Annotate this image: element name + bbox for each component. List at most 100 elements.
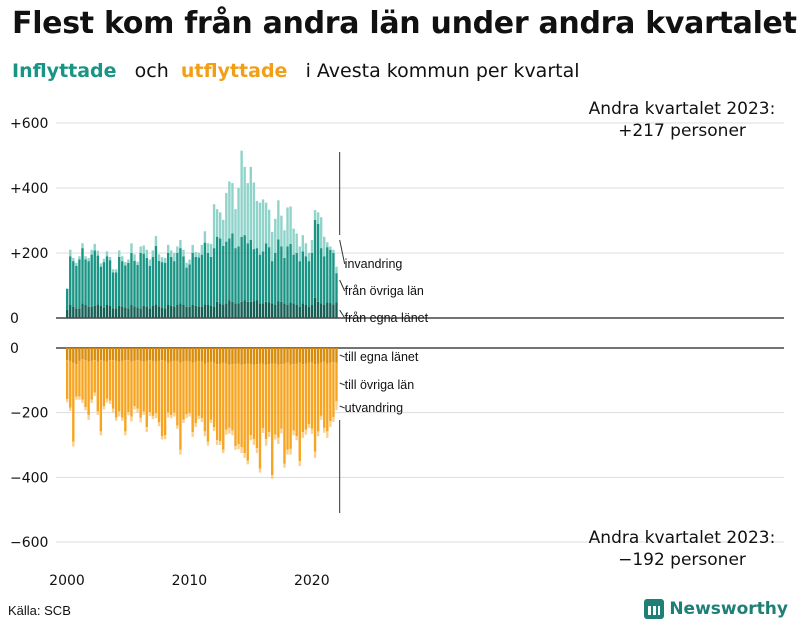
out-ovriga-bar xyxy=(124,360,127,432)
out-egna-bar xyxy=(267,348,271,365)
out-ovriga-bar xyxy=(215,364,219,441)
in-ovriga-bar xyxy=(148,266,152,309)
out-ovriga-bar xyxy=(188,361,191,414)
out-ovriga-bar xyxy=(176,360,179,426)
in-egna-bar xyxy=(271,303,274,318)
out-utvandring-bar xyxy=(102,406,106,410)
in-invandring-bar xyxy=(78,256,81,260)
in-invandring-bar xyxy=(304,243,308,257)
out-egna-bar xyxy=(228,348,231,365)
in-invandring-bar xyxy=(258,202,262,255)
y-tick-label-upper: 0 xyxy=(10,311,19,327)
in-egna-bar xyxy=(243,300,246,318)
in-invandring-bar xyxy=(329,246,332,250)
out-ovriga-bar xyxy=(326,363,329,432)
out-utvandring-bar xyxy=(203,431,207,437)
in-invandring-bar xyxy=(191,244,194,253)
in-ovriga-bar xyxy=(203,242,207,305)
in-ovriga-bar xyxy=(332,253,335,305)
out-utvandring-bar xyxy=(84,407,87,411)
out-utvandring-bar xyxy=(316,431,320,437)
out-ovriga-bar xyxy=(148,360,152,413)
out-egna-bar xyxy=(319,348,323,363)
in-egna-bar xyxy=(203,304,207,318)
out-egna-bar xyxy=(298,348,301,363)
out-egna-bar xyxy=(151,348,155,361)
in-ovriga-bar xyxy=(252,249,256,302)
in-ovriga-bar xyxy=(240,236,243,302)
in-invandring-bar xyxy=(335,266,338,274)
out-ovriga-bar xyxy=(118,361,121,412)
in-egna-bar xyxy=(231,301,234,318)
out-ovriga-bar xyxy=(139,360,142,418)
out-utvandring-bar xyxy=(228,427,231,434)
out-utvandring-bar xyxy=(136,408,139,413)
out-utvandring-bar xyxy=(108,400,112,404)
out-utvandring-bar xyxy=(124,431,127,436)
in-invandring-bar xyxy=(319,217,323,249)
in-invandring-bar xyxy=(136,261,139,266)
in-egna-bar xyxy=(222,304,225,318)
out-utvandring-bar xyxy=(286,449,289,455)
out-egna-bar xyxy=(277,348,280,365)
in-invandring-bar xyxy=(323,236,326,257)
in-invandring-bar xyxy=(289,206,292,244)
in-invandring-bar xyxy=(188,259,191,265)
out-ovriga-bar xyxy=(249,364,252,436)
out-utvandring-bar xyxy=(209,419,213,424)
out-ovriga-bar xyxy=(219,363,222,442)
in-invandring-bar xyxy=(292,228,295,255)
out-ovriga-bar xyxy=(93,360,96,393)
out-utvandring-bar xyxy=(234,445,237,450)
in-invandring-bar xyxy=(237,188,240,247)
in-ovriga-bar xyxy=(69,256,72,305)
out-ovriga-bar xyxy=(81,359,84,400)
in-ovriga-bar xyxy=(286,246,289,305)
in-ovriga-bar xyxy=(179,248,182,304)
in-ovriga-bar xyxy=(130,253,133,305)
out-ovriga-bar xyxy=(277,364,280,438)
y-tick-label-upper: +200 xyxy=(10,246,48,262)
in-ovriga-bar xyxy=(66,288,69,310)
gridlines: 0 +200 +400 +600 0 −200 −400 −600 xyxy=(10,116,784,551)
in-invandring-bar xyxy=(194,252,197,257)
out-ovriga-bar xyxy=(298,362,301,462)
in-egna-bar xyxy=(142,305,145,318)
out-utvandring-bar xyxy=(274,434,277,440)
in-egna-bar xyxy=(326,302,329,318)
out-utvandring-bar xyxy=(323,427,326,433)
out-ovriga-bar xyxy=(310,362,314,429)
out-ovriga-bar xyxy=(280,364,283,429)
out-egna-bar xyxy=(166,348,170,363)
in-ovriga-bar xyxy=(191,253,194,305)
out-ovriga-bar xyxy=(160,360,164,437)
in-ovriga-bar xyxy=(188,264,191,307)
out-egna-bar xyxy=(237,348,240,364)
in-invandring-bar xyxy=(182,249,185,257)
out-utvandring-bar xyxy=(87,414,90,420)
in-ovriga-bar xyxy=(249,240,252,302)
out-egna-bar xyxy=(323,348,326,362)
in-invandring-bar xyxy=(197,252,200,258)
out-utvandring-bar xyxy=(335,401,338,411)
in-invandring-bar xyxy=(154,236,158,246)
out-ovriga-bar xyxy=(286,362,289,450)
in-ovriga-bar xyxy=(93,250,96,306)
in-egna-bar xyxy=(295,305,298,318)
in-ovriga-bar xyxy=(136,265,139,308)
out-utvandring-bar xyxy=(121,417,124,421)
out-egna-bar xyxy=(264,348,268,365)
out-utvandring-bar xyxy=(313,451,317,458)
in-ovriga-bar xyxy=(118,256,121,306)
in-egna-bar xyxy=(99,305,103,318)
out-egna-bar xyxy=(127,348,130,361)
in-egna-bar xyxy=(157,306,161,318)
out-ovriga-bar xyxy=(292,364,295,431)
in-ovriga-bar xyxy=(313,219,317,298)
in-invandring-bar xyxy=(84,256,87,260)
out-utvandring-bar xyxy=(81,399,84,403)
in-ovriga-bar xyxy=(255,248,259,301)
out-utvandring-bar xyxy=(96,411,99,415)
in-invandring-bar xyxy=(252,182,256,250)
